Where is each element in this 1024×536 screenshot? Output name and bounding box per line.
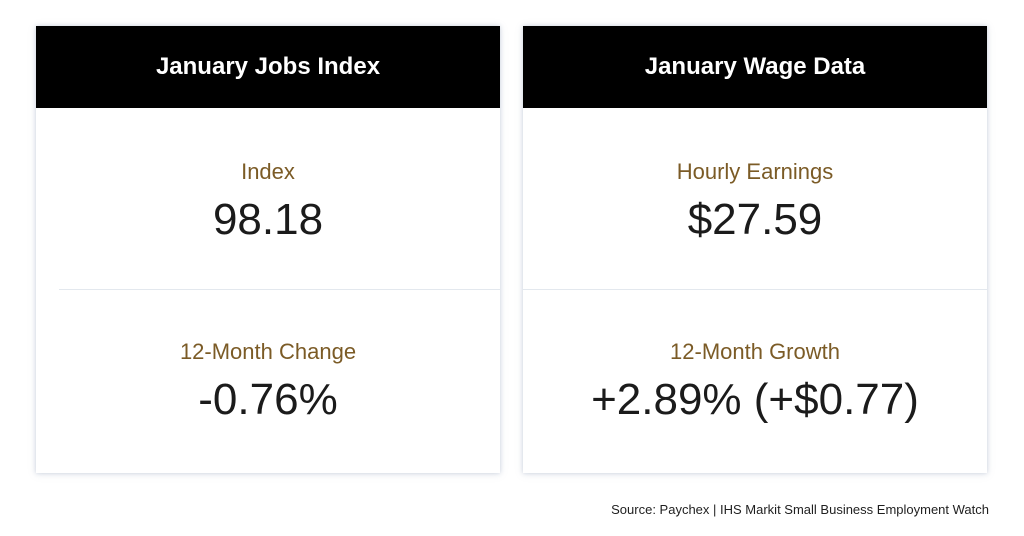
- card-header: January Wage Data: [523, 26, 987, 108]
- divider: [59, 289, 500, 290]
- hourly-earnings-stat: Hourly Earnings $27.59: [523, 158, 987, 246]
- growth-stat: 12-Month Growth +2.89% (+$0.77): [523, 338, 987, 426]
- stat-label: Index: [241, 159, 295, 184]
- stat-label: 12-Month Growth: [670, 339, 840, 364]
- stat-label: 12-Month Change: [179, 339, 357, 364]
- stat-value: $27.59: [687, 195, 823, 244]
- card-header: January Jobs Index: [36, 26, 500, 108]
- source-note: Source: Paychex | IHS Markit Small Busin…: [611, 502, 989, 517]
- stat-label: Hourly Earnings: [676, 159, 834, 184]
- stat-value: -0.76%: [198, 375, 338, 424]
- divider: [523, 289, 987, 290]
- card-title: January Wage Data: [644, 53, 866, 80]
- index-stat: Index 98.18: [36, 158, 500, 246]
- stat-value: 98.18: [212, 195, 324, 244]
- jobs-index-card: January Jobs Index Index 98.18 12-Month …: [36, 26, 500, 473]
- change-stat: 12-Month Change -0.76%: [36, 338, 500, 426]
- card-title: January Jobs Index: [155, 53, 381, 80]
- stat-value: +2.89% (+$0.77): [591, 375, 919, 424]
- wage-data-card: January Wage Data Hourly Earnings $27.59…: [523, 26, 987, 473]
